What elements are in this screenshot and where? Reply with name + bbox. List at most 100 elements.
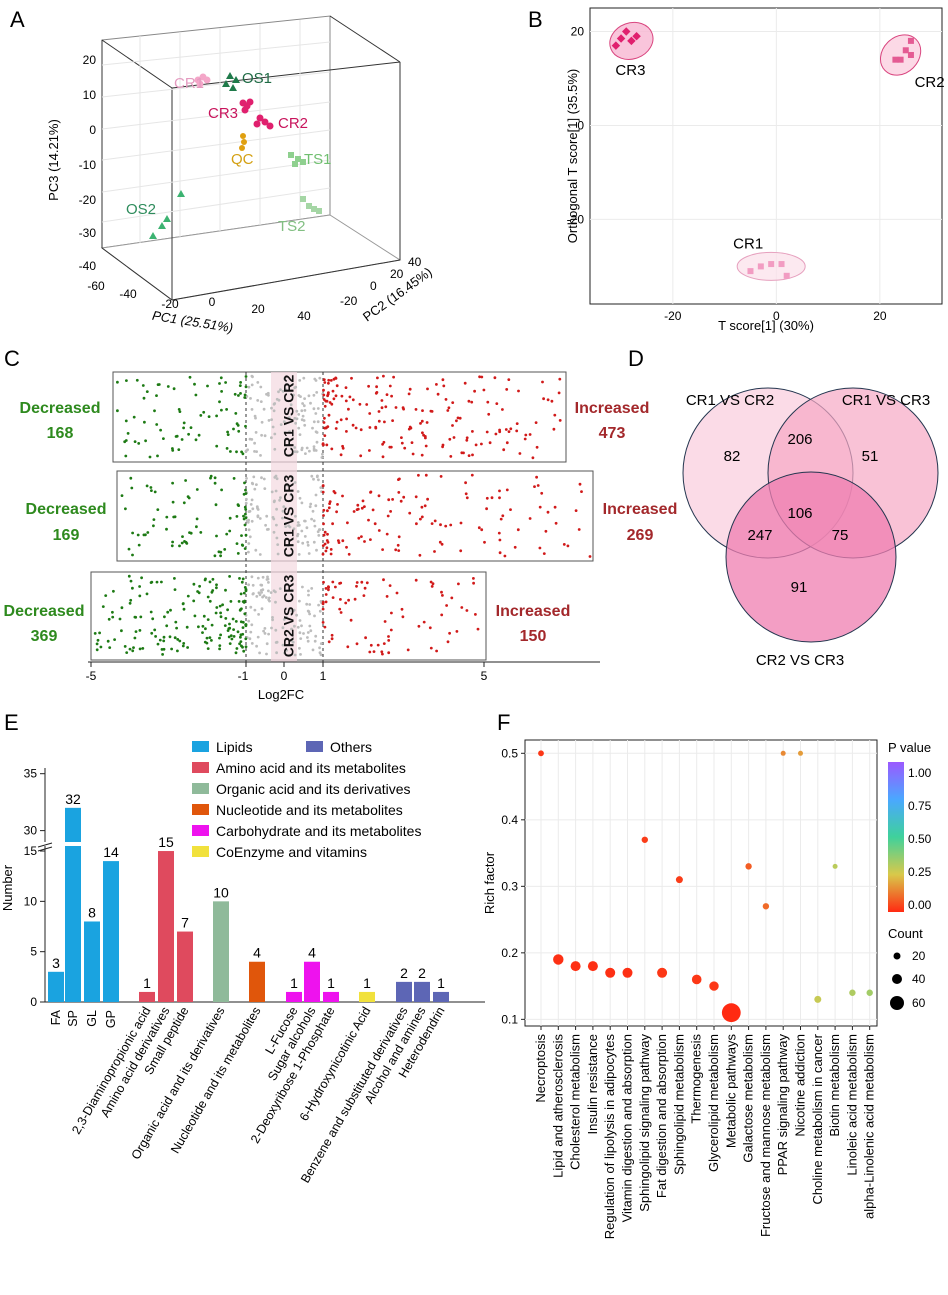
fc-dot-increased [322, 580, 325, 584]
fc-dot-increased [446, 640, 450, 644]
legend-swatch [192, 846, 209, 857]
fc-dot-decreased [95, 648, 99, 652]
fc-dot-unchanged [267, 632, 270, 636]
fc-dot-increased [392, 375, 395, 379]
fc-dot-decreased [198, 584, 202, 588]
enrich-bubble [691, 974, 702, 985]
fc-dot-increased [425, 421, 429, 424]
fc-dot-decreased [180, 541, 184, 545]
x-tick: -60 [87, 279, 105, 293]
fc-dot-increased [327, 588, 330, 592]
fc-dot-increased [345, 417, 348, 421]
fc-dot-increased [353, 597, 357, 601]
pca-point-os1 [232, 76, 240, 83]
x-tick: -40 [119, 287, 137, 301]
fc-dot-decreased [153, 628, 157, 632]
count-legend-60 [890, 996, 904, 1010]
fc-dot-increased [557, 391, 561, 395]
bar-value-label: 8 [88, 904, 96, 920]
pca-point-os2 [149, 232, 157, 239]
fc-dot-increased [498, 430, 502, 434]
fc-dot-decreased [243, 396, 247, 399]
fc-dot-increased [330, 637, 334, 641]
bar-value-label: 1 [437, 975, 445, 991]
fc-dot-decreased [186, 646, 190, 649]
fc-dot-decreased [244, 508, 248, 511]
fc-dot-unchanged [260, 420, 264, 424]
fc-dot-unchanged [267, 589, 270, 593]
fc-dot-increased [326, 532, 329, 536]
fc-dot-increased [389, 628, 393, 632]
pca-label-ts1: TS1 [304, 151, 332, 168]
oplsda-point-cr2 [902, 47, 909, 54]
fc-dot-increased [321, 600, 325, 604]
fc-dot-unchanged [250, 575, 254, 579]
fc-dot-decreased [244, 637, 248, 641]
fc-dot-unchanged [262, 629, 265, 633]
fc-dot-decreased [195, 517, 199, 521]
fc-dot-unchanged [263, 627, 267, 630]
fc-dot-decreased [214, 503, 218, 507]
fc-dot-decreased [133, 636, 137, 640]
fc-dot-unchanged [292, 608, 296, 612]
pca-point-cr2 [253, 120, 261, 128]
fc-dot-unchanged [252, 475, 256, 479]
fc-dot-increased [485, 496, 489, 500]
fc-dot-increased [424, 473, 428, 477]
fc-dot-decreased [132, 415, 136, 419]
fc-dot-increased [324, 593, 328, 596]
fc-dot-unchanged [263, 632, 267, 635]
fc-dot-decreased [243, 505, 247, 509]
fc-dot-unchanged [291, 476, 294, 480]
fc-dot-decreased [131, 649, 135, 653]
fc-dot-increased [423, 504, 427, 508]
fc-dot-decreased [124, 454, 128, 458]
fc-dot-unchanged [251, 583, 255, 587]
fc-dot-increased [433, 519, 437, 523]
bar [359, 991, 375, 1002]
fc-dot-increased [465, 438, 469, 442]
fc-dot-unchanged [293, 416, 297, 420]
oplsda-point-cr2 [897, 56, 904, 63]
fc-dot-decreased [99, 645, 103, 649]
enrich-category-label: Vitamin digestion and absorption [620, 1034, 635, 1222]
pca-point-qc [240, 133, 246, 139]
pca-point-ts1 [292, 161, 298, 167]
fc-dot-increased [449, 455, 453, 458]
fc-dot-unchanged [256, 506, 259, 510]
fc-dot-decreased [131, 553, 134, 557]
fc-dot-unchanged [271, 616, 274, 619]
fc-dot-increased [364, 636, 367, 640]
fc-dot-decreased [135, 378, 139, 382]
fc-dot-unchanged [264, 523, 267, 527]
fc-dot-increased [338, 607, 342, 611]
fc-dot-increased [331, 580, 335, 584]
z-tick: -30 [79, 226, 97, 240]
fc-dot-decreased [244, 424, 247, 428]
fc-dot-increased [354, 426, 358, 430]
fc-dot-increased [417, 473, 420, 477]
fc-dot-increased [349, 618, 353, 622]
fc-dot-decreased [209, 476, 212, 480]
bar-break [63, 842, 83, 846]
fc-dot-increased [442, 384, 446, 388]
fc-dot-decreased [101, 605, 105, 608]
fc-dot-decreased [156, 642, 160, 646]
fc-dot-unchanged [313, 377, 317, 381]
fc-dot-decreased [225, 408, 229, 411]
fc-dot-unchanged [265, 652, 268, 656]
fc-dot-increased [369, 538, 372, 541]
fc-dot-decreased [150, 489, 153, 492]
pca-point-cr2 [261, 118, 269, 126]
fc-dot-increased [327, 381, 330, 385]
fc-dot-increased [472, 577, 475, 580]
fc-dot-decreased [182, 421, 186, 425]
fc-dot-decreased [239, 635, 242, 639]
fc-dot-decreased [120, 494, 124, 497]
fc-dot-increased [540, 491, 544, 495]
fc-dot-decreased [162, 437, 165, 440]
fc-dot-increased [365, 581, 369, 585]
fc-dot-increased [382, 440, 386, 444]
fc-dot-increased [322, 398, 326, 401]
fc-dot-increased [352, 510, 356, 513]
